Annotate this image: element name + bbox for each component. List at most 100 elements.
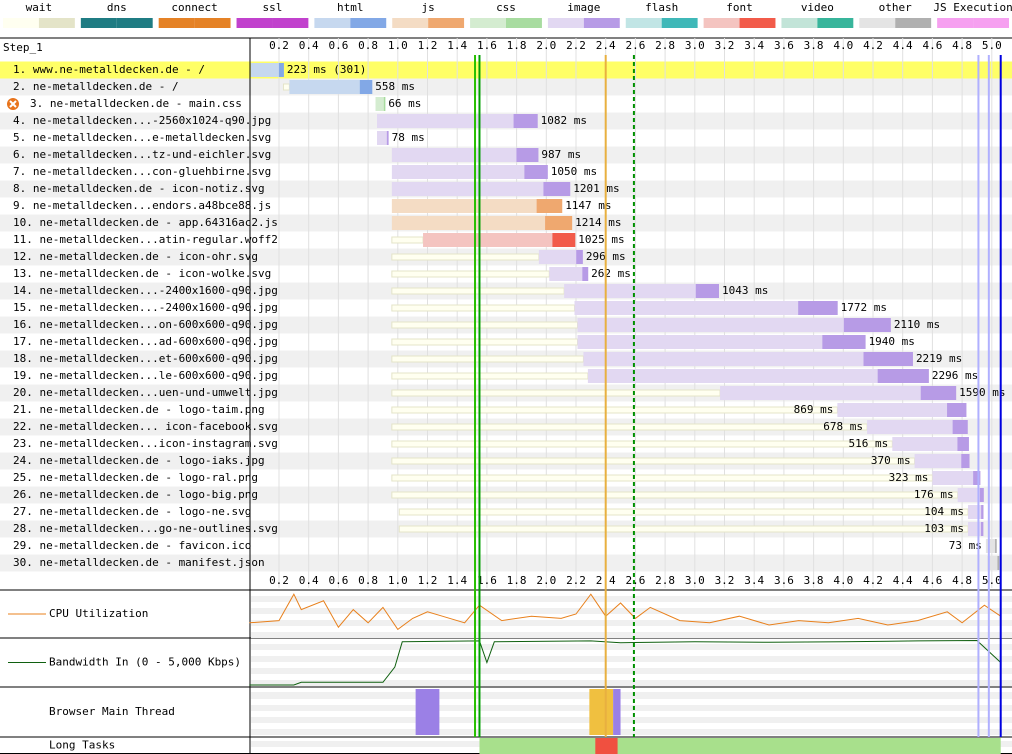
panel-band bbox=[251, 705, 1012, 711]
error-x bbox=[9, 100, 17, 108]
download-bar bbox=[524, 165, 548, 179]
request-bar bbox=[375, 97, 386, 111]
duration-label: 1025 ms bbox=[578, 233, 624, 246]
step-label: Step_1 bbox=[3, 41, 43, 54]
legend-label: connect bbox=[171, 1, 217, 14]
request-bar bbox=[985, 539, 997, 553]
panel-band bbox=[251, 608, 1012, 614]
tick-label: 2.0 bbox=[536, 574, 556, 587]
panel-band bbox=[251, 644, 1012, 650]
legend-swatch bbox=[506, 18, 542, 28]
duration-label: 2296 ms bbox=[932, 369, 978, 382]
tick-label: 0.6 bbox=[328, 39, 348, 52]
request-label: 2. ne-metalldecken.de - / bbox=[13, 80, 179, 93]
download-bar bbox=[973, 471, 981, 485]
legend-swatch bbox=[3, 18, 39, 28]
download-bar bbox=[952, 420, 968, 434]
request-label: 7. ne-metalldecken...con-gluehbirne.svg bbox=[13, 165, 271, 178]
tick-label: 2.0 bbox=[536, 39, 556, 52]
download-bar bbox=[822, 335, 866, 349]
wait-bar bbox=[391, 389, 721, 397]
tick-label: 0.2 bbox=[269, 39, 289, 52]
download-bar bbox=[543, 182, 571, 196]
tick-label: 1.0 bbox=[388, 39, 408, 52]
request-bar bbox=[968, 505, 984, 519]
legend-swatch bbox=[895, 18, 932, 28]
legend-label: dns bbox=[107, 1, 127, 14]
request-label: 25. ne-metalldecken.de - logo-ral.png bbox=[13, 471, 258, 484]
tick-label: 5.0 bbox=[982, 39, 1002, 52]
long_tasks-segment bbox=[595, 738, 618, 754]
duration-label: 558 ms bbox=[375, 80, 415, 93]
wait-bar bbox=[391, 270, 550, 278]
request-label: 23. ne-metalldecken...icon-instagram.svg bbox=[13, 437, 278, 450]
tick-label: 3.8 bbox=[804, 574, 824, 587]
tick-label: 2.8 bbox=[655, 574, 675, 587]
panel-band bbox=[251, 680, 1012, 686]
duration-label: 66 ms bbox=[388, 97, 421, 110]
request-label: 5. ne-metalldecken...e-metalldecken.svg bbox=[13, 131, 271, 144]
tick-label: 4.6 bbox=[922, 39, 942, 52]
download-bar bbox=[582, 267, 589, 281]
main_thread-segment bbox=[589, 689, 614, 735]
request-label: 3. ne-metalldecken.de - main.css bbox=[30, 97, 242, 110]
tick-label: 5.0 bbox=[982, 574, 1002, 587]
legend-swatch bbox=[625, 18, 662, 28]
download-bar bbox=[979, 488, 984, 502]
wait-bar bbox=[391, 440, 893, 448]
request-bar bbox=[391, 148, 539, 162]
tick-label: 3.0 bbox=[685, 39, 705, 52]
request-bar bbox=[377, 131, 389, 145]
tick-label: 1.6 bbox=[477, 39, 497, 52]
tick-label: 3.4 bbox=[744, 39, 764, 52]
legend-label: html bbox=[337, 1, 364, 14]
legend-swatch bbox=[661, 18, 698, 28]
cpu-line bbox=[249, 593, 1001, 631]
panel-band bbox=[251, 693, 1012, 699]
wait-bar bbox=[391, 236, 424, 244]
request-bar bbox=[377, 114, 538, 128]
wait-bar bbox=[282, 83, 290, 91]
tick-label: 1.4 bbox=[447, 39, 467, 52]
legend-swatch bbox=[116, 18, 153, 28]
tick-label: 2.6 bbox=[625, 574, 645, 587]
legend-label: flash bbox=[645, 1, 678, 14]
row-bg bbox=[0, 129, 1012, 147]
request-label: 15. ne-metalldecken...-2400x1600-q90.jpg bbox=[13, 301, 278, 314]
request-bar bbox=[957, 488, 984, 502]
request-bar bbox=[892, 437, 969, 451]
request-bar bbox=[549, 267, 589, 281]
wait-bar bbox=[391, 474, 933, 482]
duration-label: 73 ms bbox=[949, 539, 982, 552]
main_thread-segment bbox=[613, 689, 621, 735]
request-bar bbox=[250, 63, 284, 77]
request-bar bbox=[391, 216, 573, 230]
tick-label: 2.8 bbox=[655, 39, 675, 52]
tick-label: 4.0 bbox=[833, 574, 853, 587]
row-bg bbox=[0, 554, 1012, 572]
duration-label: 2219 ms bbox=[916, 352, 962, 365]
panel-band bbox=[251, 632, 1012, 638]
request-bar bbox=[577, 318, 891, 332]
tick-label: 4.4 bbox=[893, 574, 913, 587]
legend-swatch bbox=[194, 18, 231, 28]
download-bar bbox=[877, 369, 929, 383]
request-label: 8. ne-metalldecken.de - icon-notiz.svg bbox=[13, 182, 265, 195]
legend-swatch bbox=[314, 18, 351, 28]
duration-label: 78 ms bbox=[392, 131, 425, 144]
panel-band bbox=[251, 717, 1012, 723]
legend-swatch bbox=[817, 18, 854, 28]
request-label: 19. ne-metalldecken...le-600x600-q90.jpg bbox=[13, 369, 278, 382]
legend-label: css bbox=[496, 1, 516, 14]
request-bar bbox=[391, 165, 548, 179]
request-label: 18. ne-metalldecken...et-600x600-q90.jpg bbox=[13, 352, 278, 365]
tick-label: 4.2 bbox=[863, 39, 883, 52]
duration-label: 1940 ms bbox=[869, 335, 915, 348]
duration-label: 1147 ms bbox=[565, 199, 611, 212]
legend-swatch bbox=[350, 18, 387, 28]
panel-band bbox=[251, 596, 1012, 602]
legend-label: font bbox=[726, 1, 753, 14]
panel-band bbox=[251, 668, 1012, 674]
tick-label: 4.8 bbox=[952, 39, 972, 52]
request-label: 1. www.ne-metalldecken.de - / bbox=[13, 63, 205, 76]
